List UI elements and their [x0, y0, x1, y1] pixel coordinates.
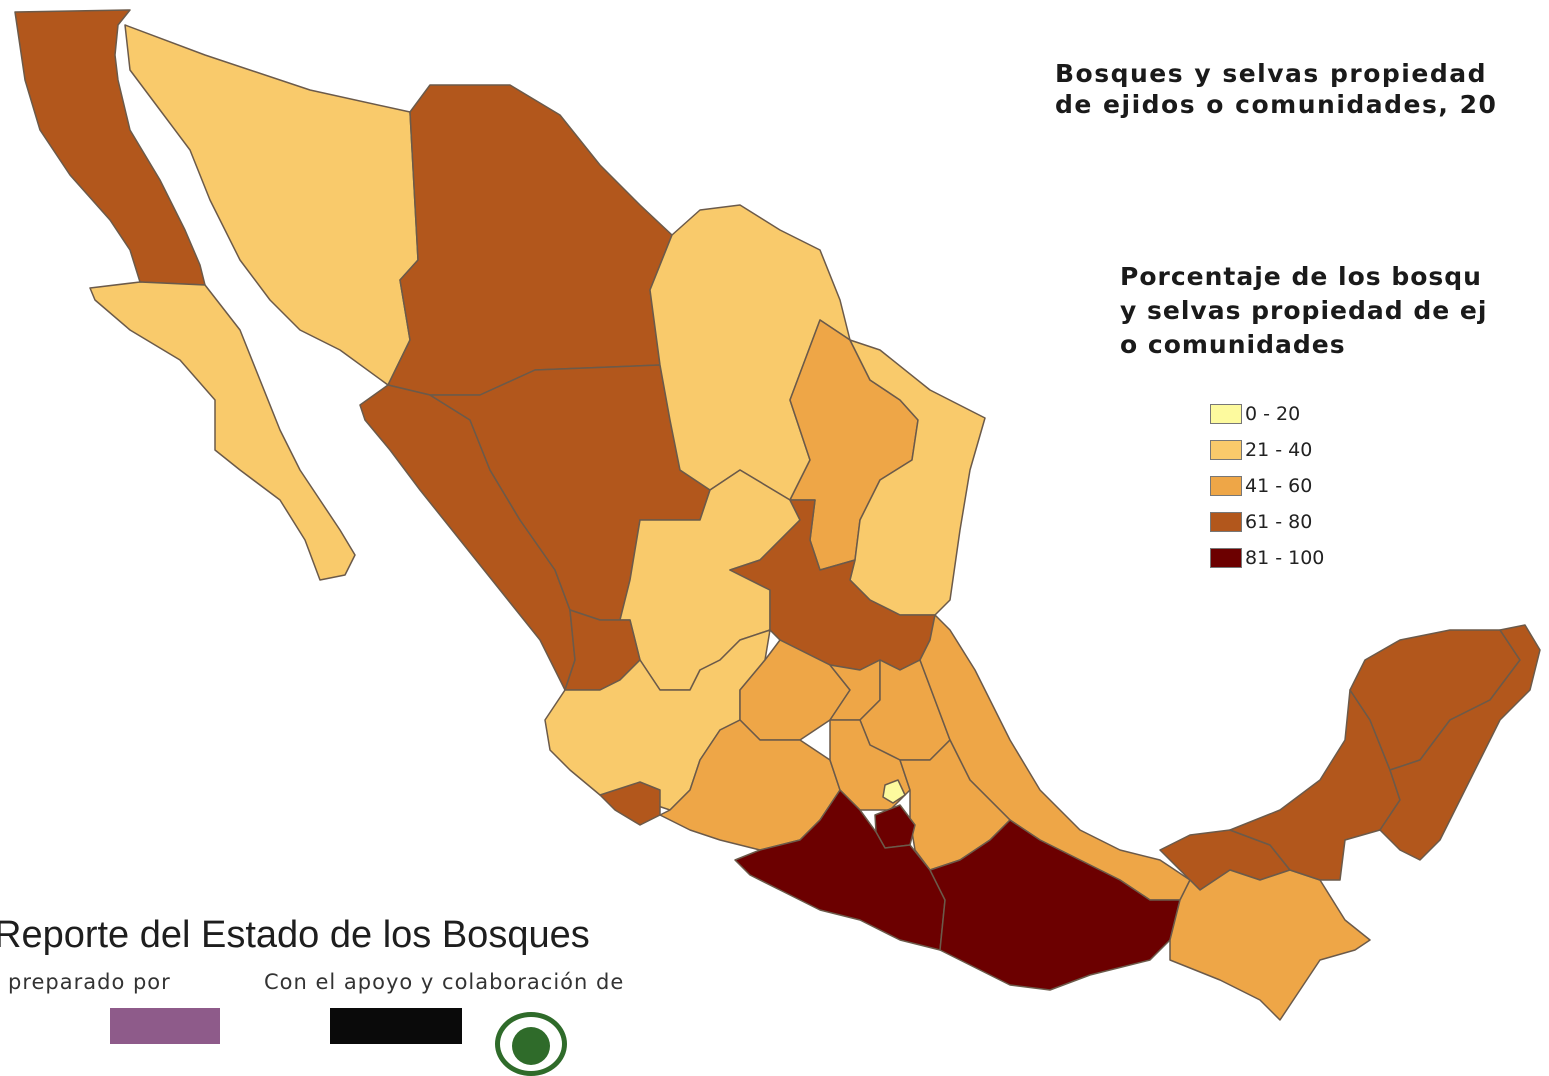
- legend-label: 41 - 60: [1245, 475, 1313, 497]
- mexico-map: [14, 9, 1541, 1021]
- legend-label: 81 - 100: [1245, 547, 1325, 569]
- legend-label: 0 - 20: [1245, 403, 1301, 425]
- state-ciudad-de-mexico: [882, 779, 906, 804]
- legend-title-line1: Porcentaje de los bosqu: [1120, 262, 1482, 291]
- prepared-by-label: preparado por: [8, 970, 171, 994]
- seal-emblem-icon: [512, 1027, 550, 1065]
- state-baja-california-sur: [89, 281, 356, 581]
- map-title-line2: de ejidos o comunidades, 20: [1055, 90, 1498, 119]
- state-quintana-roo: [1379, 624, 1541, 861]
- preparer-logo: [110, 1008, 220, 1044]
- sponsor-logo: [330, 1008, 462, 1044]
- legend-title-line2: y selvas propiedad de ej: [1120, 296, 1488, 325]
- state-guerrero: [734, 789, 946, 951]
- map-title: Bosques y selvas propiedad de ejidos o c…: [1055, 58, 1497, 120]
- legend-label: 61 - 80: [1245, 511, 1313, 533]
- legend-swatch: [1210, 440, 1242, 460]
- legend-title: Porcentaje de los bosqu y selvas propied…: [1120, 260, 1487, 362]
- legend-swatch: [1210, 548, 1242, 568]
- legend-item: 41 - 60: [1210, 468, 1324, 504]
- legend-item: 81 - 100: [1210, 540, 1324, 576]
- legend-item: 0 - 20: [1210, 396, 1324, 432]
- legend-item: 21 - 40: [1210, 432, 1324, 468]
- legend-swatch: [1210, 476, 1242, 496]
- legend-item: 61 - 80: [1210, 504, 1324, 540]
- legend-swatch: [1210, 512, 1242, 532]
- legend: 0 - 20 21 - 40 41 - 60 61 - 80 81 - 100: [1210, 396, 1324, 576]
- state-baja-california: [14, 9, 206, 286]
- legend-title-line3: o comunidades: [1120, 330, 1346, 359]
- report-title: Reporte del Estado de los Bosques: [0, 914, 590, 956]
- state-chiapas: [1169, 869, 1371, 1021]
- support-label: Con el apoyo y colaboración de: [264, 970, 625, 994]
- legend-label: 21 - 40: [1245, 439, 1313, 461]
- state-chihuahua: [387, 84, 673, 396]
- state-michoacan: [659, 719, 841, 851]
- map-title-line1: Bosques y selvas propiedad: [1055, 59, 1487, 88]
- legend-swatch: [1210, 404, 1242, 424]
- state-sonora: [124, 24, 419, 386]
- partner-seal-logo: [495, 1012, 567, 1076]
